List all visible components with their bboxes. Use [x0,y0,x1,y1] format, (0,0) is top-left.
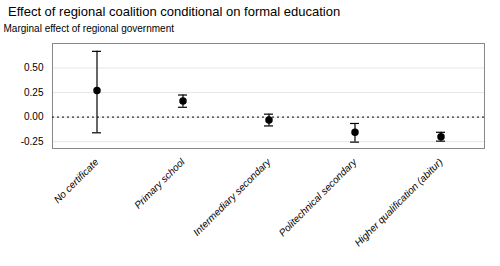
svg-text:0.50: 0.50 [24,62,44,73]
svg-text:Politechnical secondary: Politechnical secondary [277,156,360,239]
svg-text:Intermediary secondary: Intermediary secondary [191,156,273,238]
svg-text:No certificate: No certificate [52,156,101,205]
svg-text:0.00: 0.00 [24,111,44,122]
html-text:Effect of regional coalition c: Effect of regional coalition conditional… [8,4,341,19]
svg-text:0.25: 0.25 [24,87,44,98]
svg-text:Primary school: Primary school [132,156,187,211]
svg-text:Higher qualification (abitur): Higher qualification (abitur) [352,156,444,248]
svg-text:Marginal effect of regional go: Marginal effect of regional government [4,23,175,34]
svg-text:-0.25: -0.25 [21,136,44,147]
